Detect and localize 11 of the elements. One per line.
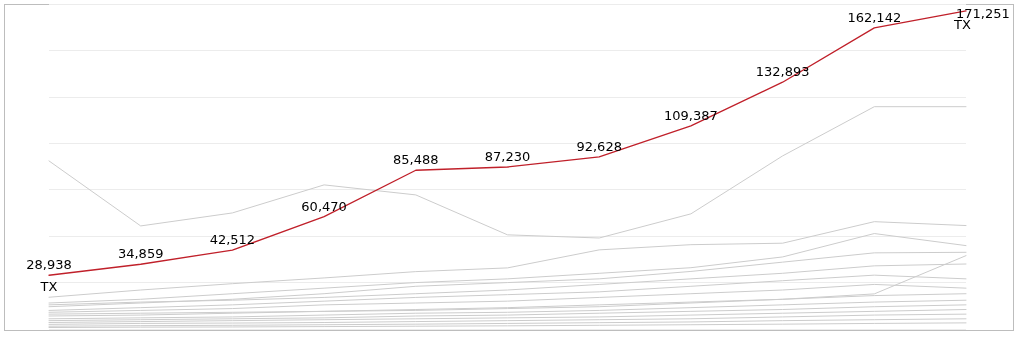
data-label: 92,628 bbox=[576, 138, 622, 154]
data-label: 34,859 bbox=[117, 246, 164, 262]
data-label: 87,230 bbox=[484, 149, 531, 164]
series-label: TX bbox=[953, 17, 971, 33]
data-label: 85,488 bbox=[393, 152, 439, 168]
text: TX bbox=[40, 279, 58, 295]
data-label: 42,512 bbox=[209, 232, 256, 248]
data-label: 162,142 bbox=[847, 9, 902, 25]
data-label: 109,387 bbox=[664, 107, 718, 123]
data-label: 28,938 bbox=[26, 257, 72, 273]
data-label: 60,470 bbox=[301, 198, 347, 214]
